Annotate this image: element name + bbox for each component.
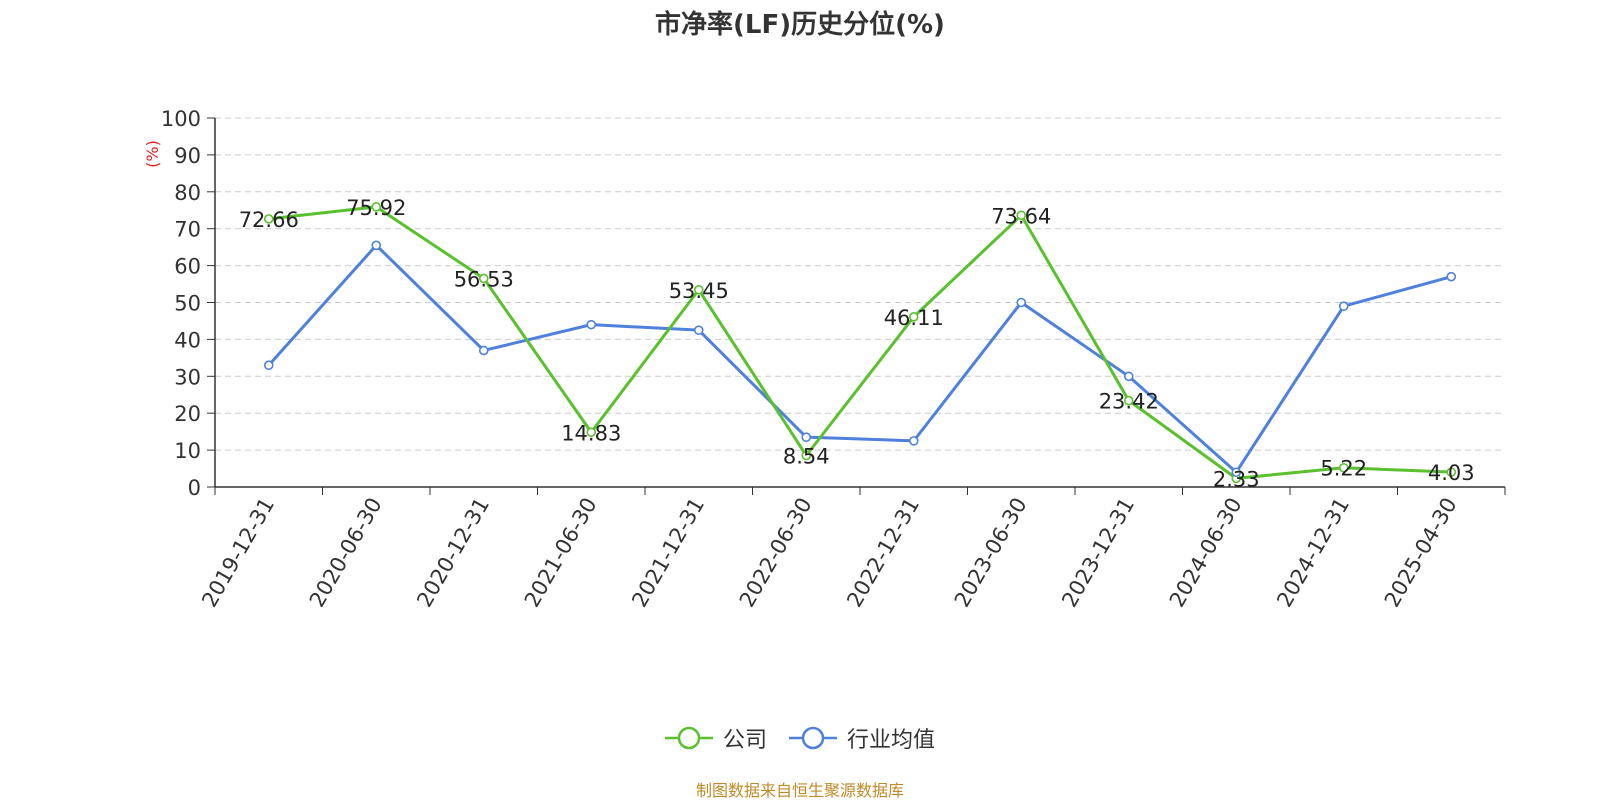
y-axis-label: (%) bbox=[143, 140, 162, 168]
x-tick-label: 2023-06-30 bbox=[950, 494, 1032, 612]
y-tick-label: 40 bbox=[174, 328, 201, 352]
data-label: 5.22 bbox=[1320, 457, 1367, 481]
source-note: 制图数据来自恒生聚源数据库 bbox=[695, 781, 904, 800]
data-point bbox=[1016, 210, 1027, 221]
x-tick-label: 2024-12-31 bbox=[1272, 494, 1354, 612]
data-point bbox=[1338, 462, 1349, 473]
x-tick-label: 2022-12-31 bbox=[842, 494, 924, 612]
data-label: 73.64 bbox=[991, 204, 1051, 228]
data-point bbox=[801, 450, 812, 461]
data-point bbox=[1231, 467, 1242, 478]
y-tick-label: 80 bbox=[174, 181, 201, 205]
legend: 公司 行业均值 bbox=[0, 722, 1600, 754]
legend-label: 公司 bbox=[722, 728, 767, 753]
data-point bbox=[1016, 297, 1027, 308]
x-tick-label: 2021-06-30 bbox=[520, 494, 602, 612]
series-line bbox=[267, 243, 1452, 474]
series-line bbox=[268, 205, 1452, 480]
data-point bbox=[1123, 395, 1134, 406]
legend-marker bbox=[664, 726, 713, 750]
data-point bbox=[908, 312, 919, 322]
y-tick-label: 50 bbox=[174, 292, 201, 316]
data-label: 56.53 bbox=[454, 267, 514, 291]
legend-label: 行业均值 bbox=[847, 728, 936, 753]
data-label: 4.03 bbox=[1428, 461, 1475, 485]
legend-item[interactable]: 公司 bbox=[664, 722, 767, 754]
data-point bbox=[1446, 467, 1457, 477]
data-point bbox=[371, 240, 382, 251]
data-point bbox=[586, 427, 597, 438]
y-tick-label: 60 bbox=[174, 255, 201, 279]
data-point bbox=[1446, 271, 1457, 282]
data-point bbox=[693, 284, 704, 295]
data-point bbox=[801, 432, 812, 442]
data-label: 75.92 bbox=[346, 196, 406, 220]
y-tick-label: 20 bbox=[174, 402, 201, 426]
data-point bbox=[371, 202, 382, 212]
y-tick-label: 100 bbox=[161, 107, 201, 131]
x-tick-label: 2021-12-31 bbox=[627, 494, 709, 612]
data-point bbox=[693, 325, 704, 335]
legend-item[interactable]: 行业均值 bbox=[789, 722, 935, 754]
data-label: 8.54 bbox=[783, 444, 830, 468]
data-point bbox=[1123, 371, 1134, 382]
data-label: 14.83 bbox=[561, 421, 621, 445]
data-point bbox=[263, 360, 274, 371]
x-tick-label: 2022-06-30 bbox=[735, 494, 817, 612]
data-label: 23.42 bbox=[1099, 390, 1159, 414]
legend-marker bbox=[789, 726, 837, 750]
x-tick-label: 2023-12-31 bbox=[1057, 494, 1139, 612]
data-point bbox=[586, 319, 597, 330]
y-tick-label: 70 bbox=[174, 218, 201, 242]
chart-title: 市净率(LF)历史分位(%) bbox=[655, 10, 945, 40]
y-tick-label: 10 bbox=[174, 439, 201, 463]
data-label: 46.11 bbox=[884, 306, 944, 330]
x-tick-label: 2024-06-30 bbox=[1165, 494, 1247, 612]
data-label: 2.33 bbox=[1213, 467, 1260, 491]
data-label: 53.45 bbox=[669, 279, 729, 303]
y-tick-label: 30 bbox=[174, 365, 201, 389]
data-point bbox=[263, 214, 274, 224]
data-point bbox=[478, 345, 489, 356]
y-tick-label: 0 bbox=[188, 476, 201, 500]
data-point bbox=[908, 436, 919, 446]
x-tick-label: 2019-12-31 bbox=[197, 494, 279, 612]
y-tick-label: 90 bbox=[174, 144, 201, 168]
x-tick-label: 2020-12-31 bbox=[412, 494, 494, 612]
line-chart: 0 10 20 30 40 50 60 70 80 90 100 (%) 2019-12-31 2020-… bbox=[143, 107, 1506, 612]
x-tick-label: 2025-04-30 bbox=[1380, 494, 1462, 612]
data-label: 72.66 bbox=[239, 208, 299, 232]
x-tick-label: 2020-06-30 bbox=[305, 494, 387, 612]
data-point bbox=[478, 273, 489, 284]
data-point bbox=[1338, 301, 1349, 311]
